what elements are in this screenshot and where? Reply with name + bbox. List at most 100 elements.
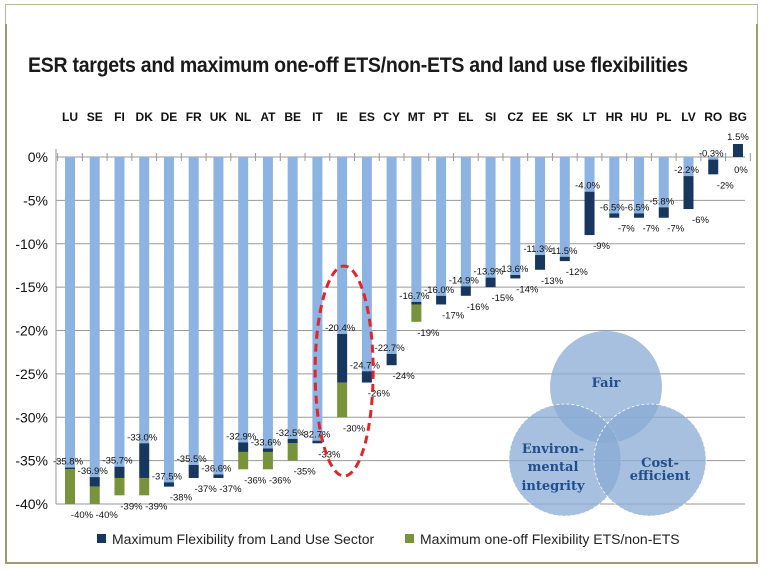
bar-esr-target: [361, 157, 372, 372]
category-label: DE: [161, 110, 178, 124]
category-label: FI: [114, 110, 125, 124]
bar-esr-target: [609, 157, 620, 214]
bar-land-use: [708, 159, 719, 175]
data-label-esr: -32.7%: [300, 430, 331, 441]
data-label-esr: -0.3%: [699, 149, 724, 160]
bar-ets: [238, 451, 249, 470]
data-label-esr: -13.9%: [474, 267, 505, 278]
bar-land-use: [65, 467, 75, 470]
category-label: EE: [532, 110, 548, 124]
data-label-total: -39%: [120, 501, 143, 512]
category-label: SK: [556, 110, 573, 124]
y-tick-label: -5%: [23, 192, 48, 208]
category-label: LU: [62, 110, 78, 124]
bar-land-use: [584, 191, 595, 236]
legend-item-ets: Maximum one-off Flexibility ETS/non-ETS: [405, 531, 680, 547]
data-label-total: -37%: [195, 484, 218, 495]
legend-label-ets: Maximum one-off Flexibility ETS/non-ETS: [420, 531, 680, 547]
venn-label-fair: Fair: [592, 376, 621, 391]
data-label-total: 0%: [734, 165, 748, 176]
bar-land-use: [89, 477, 100, 487]
category-label: RO: [704, 110, 722, 124]
data-label-total: -39%: [145, 501, 168, 512]
data-label-esr: -5.8%: [649, 196, 674, 207]
bar-land-use: [337, 333, 348, 383]
bar-land-use: [485, 277, 496, 288]
data-label-total: -36%: [269, 475, 292, 486]
data-label-total: -12%: [566, 267, 589, 278]
venn-label-env-2: mental: [528, 460, 579, 475]
bar-land-use: [411, 301, 422, 305]
bar-esr-target: [436, 157, 447, 296]
data-label-total: -40%: [96, 510, 119, 521]
y-tick-label: -15%: [15, 279, 48, 295]
bar-esr-target: [634, 157, 645, 214]
bar-esr-target: [262, 157, 273, 449]
bar-land-use: [609, 213, 620, 218]
data-label-esr: -16.7%: [399, 291, 430, 302]
data-label-total: -7%: [618, 224, 635, 235]
y-tick-label: -35%: [15, 453, 48, 469]
data-label-esr: -32.9%: [226, 431, 257, 442]
data-label-esr: -6.5%: [600, 202, 625, 213]
data-label-total: -16%: [467, 302, 490, 313]
bar-esr-target: [708, 157, 719, 160]
bar-esr-target: [386, 157, 397, 354]
bar-land-use: [634, 213, 645, 218]
data-label-esr: -36.9%: [78, 466, 109, 477]
bar-esr-target: [89, 157, 100, 478]
data-label-esr: -2.2%: [674, 165, 699, 176]
data-label-total: -7%: [667, 224, 684, 235]
data-label-total: -38%: [170, 493, 193, 504]
bar-ets: [411, 304, 422, 322]
venn-diagram: Fair Environ- mental integrity Cost- eff…: [508, 331, 707, 517]
bar-esr-target: [337, 157, 348, 334]
category-label: MT: [408, 110, 426, 124]
bar-esr-target: [65, 157, 75, 468]
y-tick-label: -10%: [15, 236, 48, 252]
venn-label-env-3: integrity: [521, 479, 585, 494]
bar-land-use: [386, 353, 397, 366]
data-label-esr: -11.3%: [523, 244, 553, 255]
slide-frame: [5, 24, 758, 564]
bar-land-use: [188, 464, 199, 478]
category-label: SI: [485, 110, 496, 124]
venn-label-env-1: Environ-: [522, 442, 584, 457]
bar-land-use: [262, 448, 273, 452]
legend-item-land-use: Maximum Flexibility from Land Use Sector: [97, 531, 374, 547]
data-label-esr: -33.6%: [251, 437, 282, 448]
category-label: AT: [260, 110, 276, 124]
bar-ets: [262, 451, 273, 470]
bar-ets: [65, 469, 75, 504]
y-tick-label: -25%: [15, 366, 48, 382]
data-label-esr: -6.5%: [625, 202, 650, 213]
data-label-total: -13%: [541, 276, 564, 287]
bar-esr-target: [411, 157, 422, 302]
data-label-esr: -36.6%: [201, 464, 232, 475]
data-label-esr: -22.7%: [375, 343, 406, 354]
bar-esr-target: [238, 157, 249, 443]
data-label-total: -37%: [219, 484, 242, 495]
category-label: BG: [729, 110, 747, 124]
bar-esr-target: [163, 157, 174, 483]
category-label: HR: [606, 110, 624, 124]
slide-top-border: [5, 4, 758, 26]
venn-label-cost-1: Cost-: [641, 456, 679, 471]
category-label: LV: [681, 110, 695, 124]
bar-land-use: [114, 466, 125, 478]
bar-esr-target: [114, 157, 125, 467]
bar-ets: [287, 443, 298, 461]
category-label: LT: [583, 110, 597, 124]
bar-ets: [337, 382, 348, 418]
data-label-esr: -14.9%: [449, 275, 480, 286]
bar-land-use: [312, 440, 323, 444]
category-label: UK: [210, 110, 228, 124]
bar-land-use: [163, 482, 174, 487]
data-label-esr: -35.5%: [177, 454, 208, 465]
bar-esr-target: [139, 157, 150, 444]
bar-esr-target: [188, 157, 199, 465]
venn-label-cost-2: efficient: [630, 469, 690, 484]
category-label: CY: [383, 110, 400, 124]
bar-land-use: [436, 295, 447, 305]
